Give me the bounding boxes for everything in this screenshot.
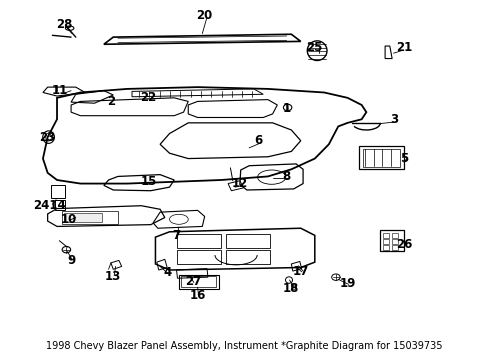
Bar [176, 234, 221, 248]
Bar [391, 233, 397, 238]
Text: 20: 20 [196, 9, 212, 22]
Bar [61, 211, 118, 224]
Bar [181, 276, 216, 287]
Text: 16: 16 [189, 288, 205, 302]
Text: 22: 22 [140, 91, 156, 104]
Text: 23: 23 [40, 131, 56, 144]
Bar [391, 239, 397, 244]
Text: 2: 2 [107, 95, 115, 108]
Text: 25: 25 [306, 41, 323, 54]
Text: 27: 27 [184, 275, 201, 288]
Bar [383, 233, 388, 238]
Bar [176, 250, 221, 264]
Text: 4: 4 [163, 266, 171, 279]
Text: 10: 10 [61, 213, 77, 226]
Text: 3: 3 [389, 113, 398, 126]
Bar [51, 185, 64, 198]
Bar [383, 239, 388, 244]
Bar [380, 230, 403, 251]
Bar [362, 149, 399, 167]
Text: 18: 18 [283, 283, 299, 296]
Text: 26: 26 [395, 238, 411, 251]
Text: 21: 21 [395, 41, 411, 54]
Text: 1: 1 [282, 102, 290, 115]
Text: 28: 28 [56, 18, 72, 31]
Bar [179, 275, 218, 289]
Bar [225, 234, 270, 248]
Bar [225, 250, 270, 264]
Text: 17: 17 [292, 265, 308, 278]
Bar [359, 146, 403, 169]
Bar [64, 213, 102, 222]
Text: 11: 11 [51, 84, 67, 97]
Text: 12: 12 [231, 177, 247, 190]
Text: 5: 5 [399, 152, 407, 165]
Text: 2414: 2414 [34, 198, 66, 212]
Bar [383, 246, 388, 249]
Bar [391, 246, 397, 249]
Text: 19: 19 [339, 277, 355, 290]
Text: 6: 6 [254, 134, 262, 147]
Bar [55, 201, 65, 210]
Text: 8: 8 [282, 170, 290, 183]
Text: 15: 15 [140, 175, 156, 188]
Text: 1998 Chevy Blazer Panel Assembly, Instrument *Graphite Diagram for 15039735: 1998 Chevy Blazer Panel Assembly, Instru… [46, 342, 442, 351]
Text: 7: 7 [172, 229, 180, 242]
Text: 13: 13 [105, 270, 121, 283]
Text: 9: 9 [67, 254, 75, 267]
